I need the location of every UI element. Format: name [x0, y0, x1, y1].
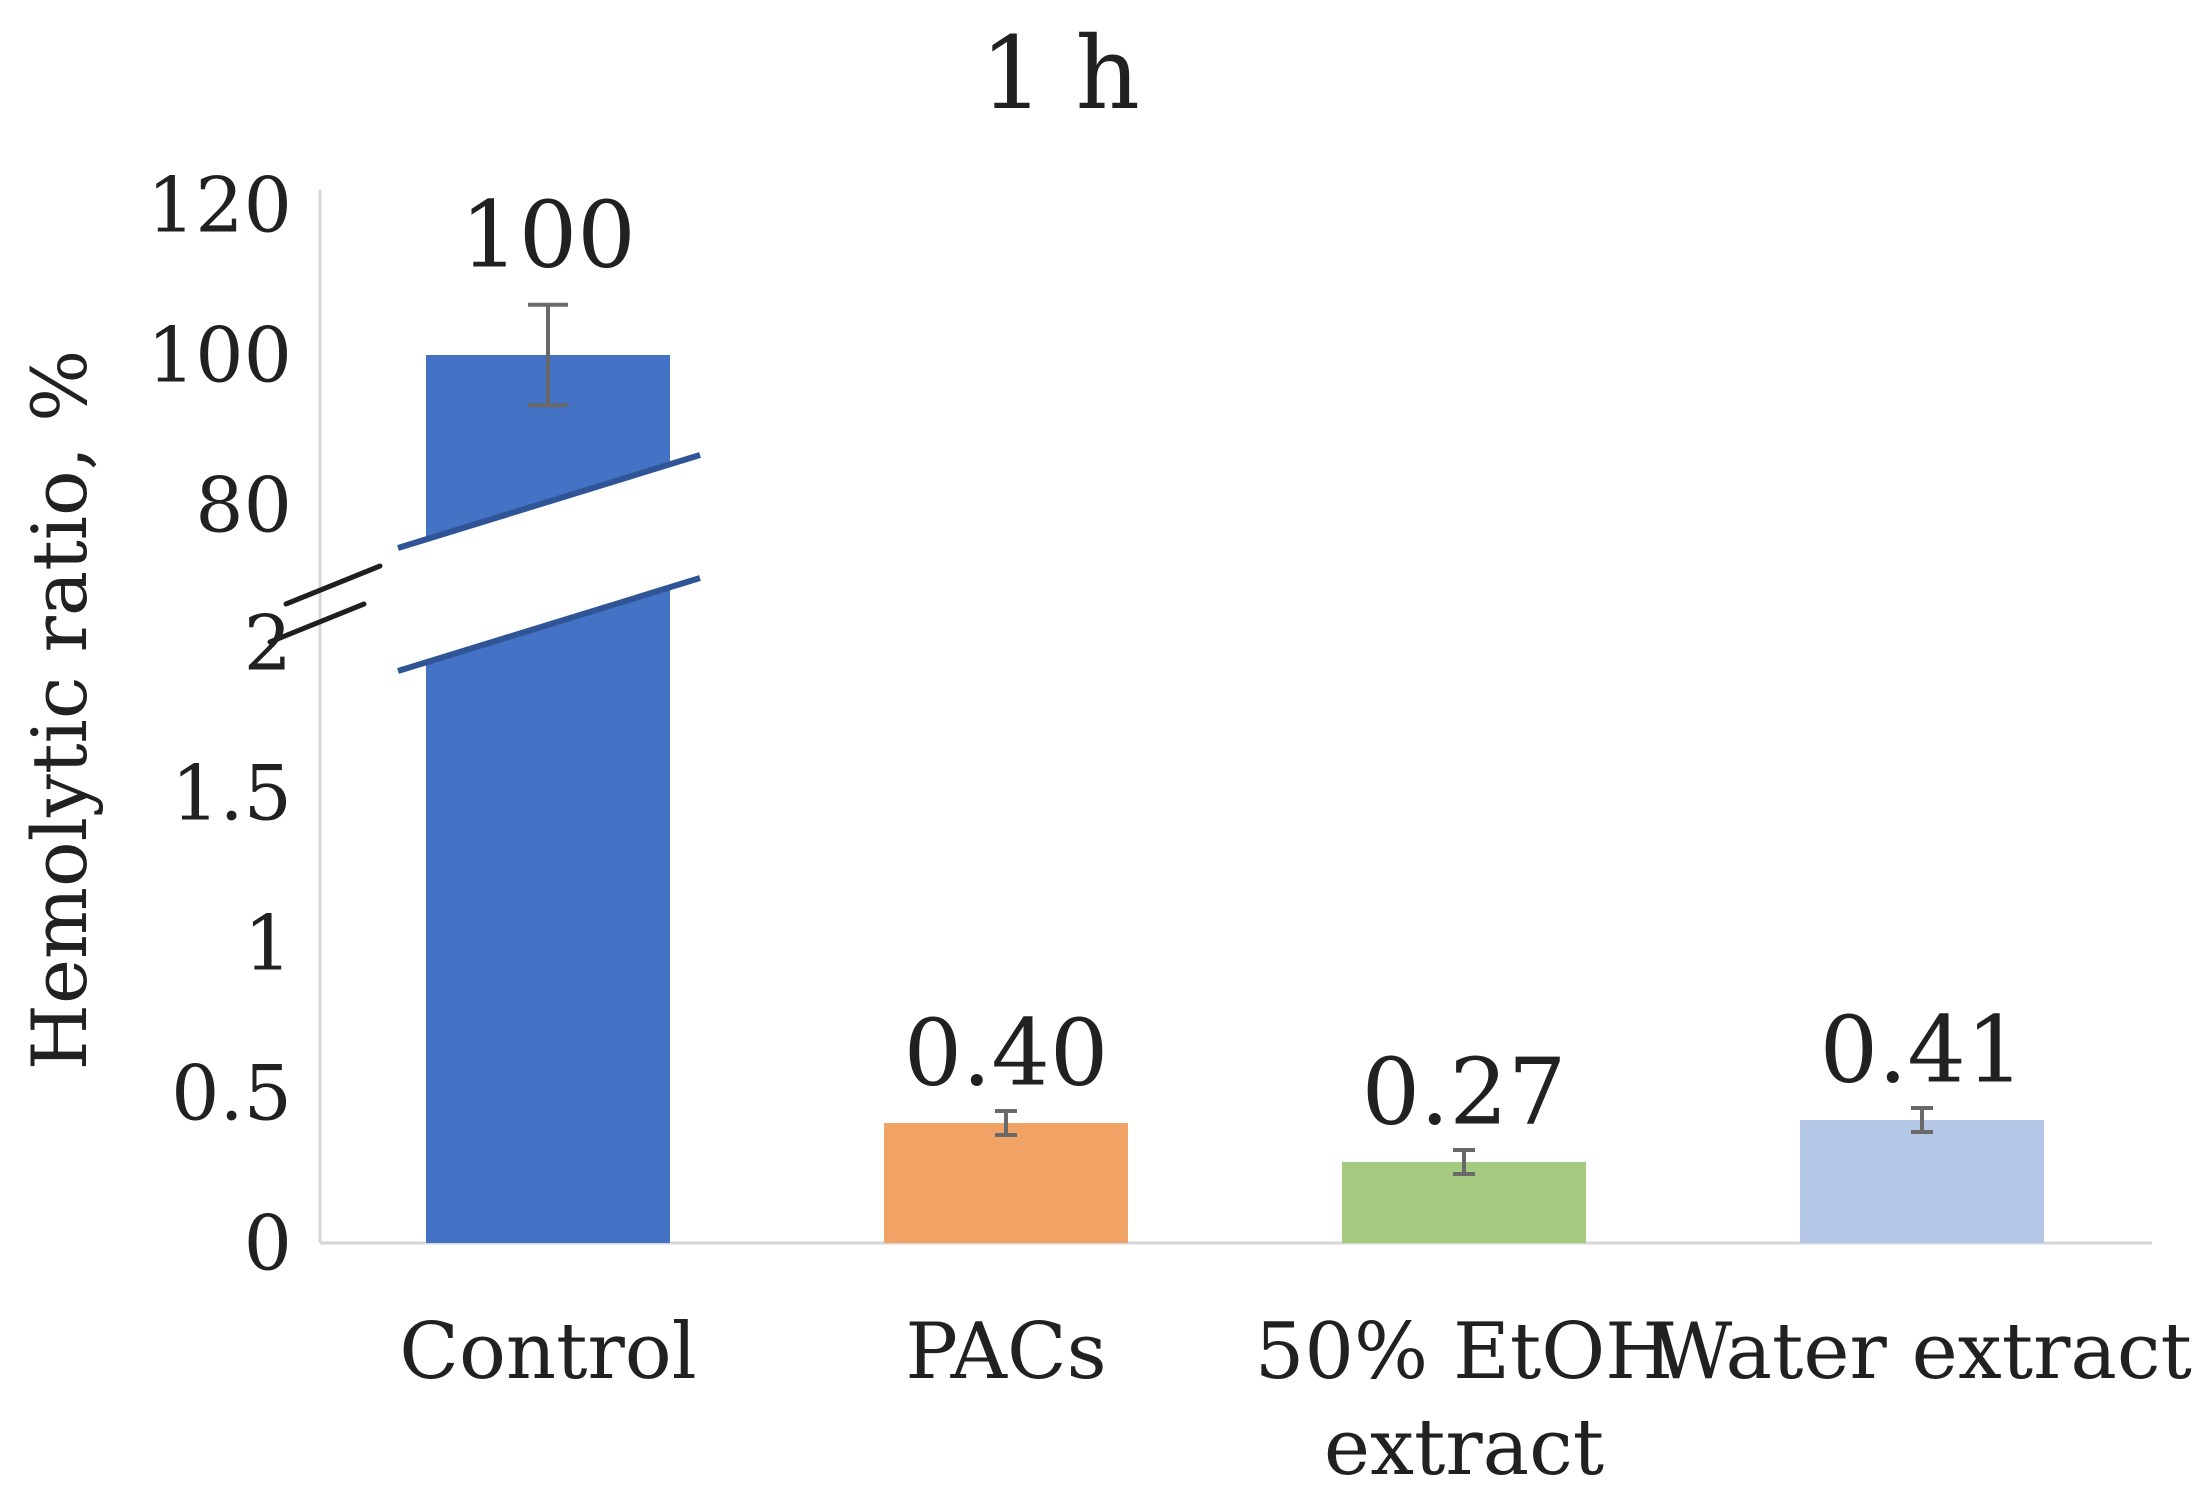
y-axis-title: Hemolytic ratio, %	[15, 350, 104, 1071]
x-category-label-line2: extract	[1324, 1403, 1604, 1493]
bar-break-mask	[398, 455, 700, 671]
x-category-label: Water extract	[1652, 1307, 2192, 1397]
y-tick-label: 0	[244, 1199, 292, 1288]
error-bar	[1911, 1106, 1933, 1134]
data-label: 0.40	[904, 1000, 1109, 1107]
data-label: 0.41	[1820, 997, 2025, 1104]
y-tick-label: 100	[147, 311, 292, 400]
y-tick-label: 120	[147, 161, 292, 250]
y-tick-label: 1.5	[171, 749, 292, 838]
data-label: 0.27	[1362, 1039, 1567, 1146]
x-category-label: 50% EtOH	[1255, 1307, 1673, 1397]
plot-area: 100 0.40 0.27 0.41 80 100 120 0 0.5 1 1.5 2 Control P…	[147, 161, 2192, 1494]
bar-pacs	[884, 1123, 1128, 1243]
x-category-label: Control	[399, 1307, 696, 1397]
error-bar	[995, 1109, 1017, 1137]
chart-title: 1 h	[980, 15, 1140, 132]
y-tick-label: 0.5	[171, 1049, 292, 1138]
bar-break-line-upper	[397, 452, 701, 551]
error-bar	[528, 302, 568, 408]
bar-water-extract	[1800, 1120, 2044, 1243]
y-tick-label: 2	[244, 599, 292, 688]
bar-break-line-lower	[397, 575, 701, 674]
error-bar	[1453, 1148, 1475, 1176]
y-tick-label: 1	[244, 899, 292, 988]
axis-break-icon	[267, 563, 383, 645]
y-tick-label: 80	[195, 461, 292, 550]
data-label: 100	[460, 181, 636, 288]
x-category-label: PACs	[905, 1307, 1106, 1397]
